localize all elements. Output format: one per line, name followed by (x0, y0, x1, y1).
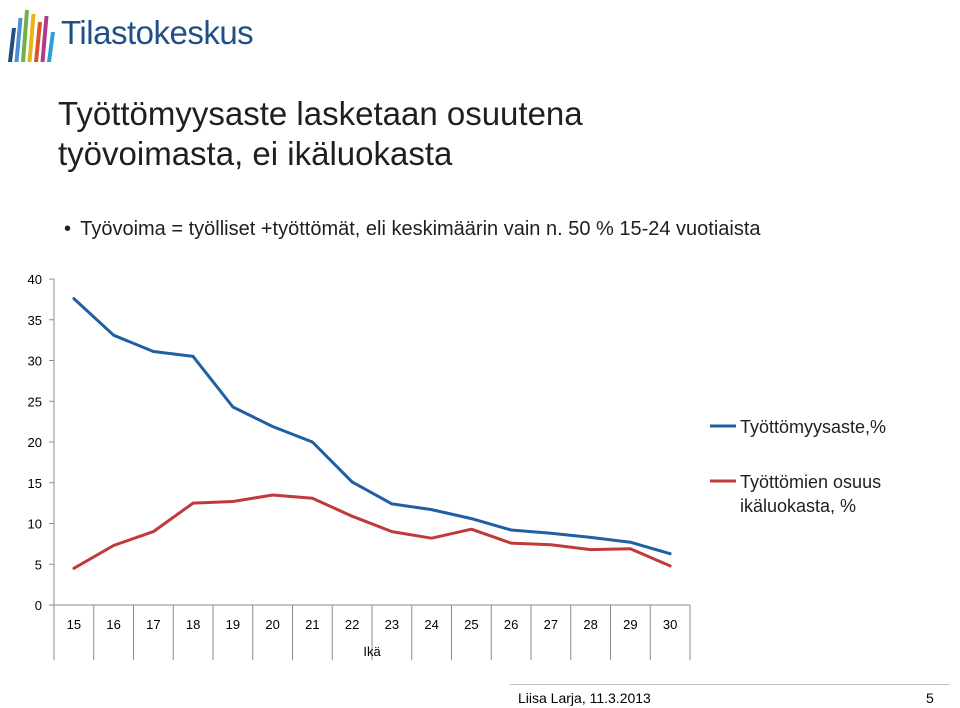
series-2-point (152, 530, 155, 533)
logo-stripe (27, 14, 36, 62)
series-1-point (589, 536, 592, 539)
title-line-1: Työttömyysaste lasketaan osuutena (58, 95, 583, 132)
x-tick-label: 26 (504, 617, 518, 632)
series-1-point (191, 355, 195, 358)
series-1-point (549, 532, 553, 535)
x-tick-label: 23 (385, 617, 399, 632)
legend-label-1: Työttömyysaste,% (740, 417, 886, 437)
footer-divider (510, 684, 950, 685)
logo-stripe (34, 22, 42, 62)
series-2-point (470, 528, 473, 531)
series-1-point (112, 334, 115, 337)
series-2-point (668, 564, 672, 568)
x-axis-label: Ikä (363, 644, 381, 659)
logo-stripe (8, 28, 16, 62)
y-tick-label: 10 (28, 517, 42, 532)
bullet-marker: • (64, 218, 72, 240)
logo-text: Tilastokeskus (61, 14, 254, 51)
series-2-point (191, 501, 195, 505)
bullet-point: • Työvoima = työlliset +työttömät, eli k… (64, 216, 864, 243)
x-tick-label: 27 (544, 617, 558, 632)
series-2-point (271, 493, 274, 497)
x-tick-label: 22 (345, 617, 359, 632)
series-1-point (311, 440, 314, 444)
y-tick-label: 40 (28, 272, 42, 287)
x-tick-label: 20 (265, 617, 279, 632)
series-2-point (629, 547, 632, 550)
x-tick-label: 19 (226, 617, 240, 632)
series-2-point (311, 497, 314, 500)
y-tick-label: 20 (28, 435, 42, 450)
y-tick-label: 30 (28, 354, 42, 369)
x-tick-label: 16 (106, 617, 120, 632)
y-tick-label: 15 (28, 476, 42, 491)
logo-stripe (21, 10, 29, 62)
series-2-point (112, 544, 115, 547)
y-tick-label: 25 (28, 394, 42, 409)
series-2-point (390, 530, 394, 533)
series-1-point (390, 502, 394, 506)
page-number: 5 (926, 690, 934, 706)
x-tick-label: 17 (146, 617, 160, 632)
series-2-point (72, 567, 76, 570)
y-tick-label: 5 (35, 557, 42, 572)
logo-stripe (47, 32, 55, 62)
y-tick-label: 35 (28, 313, 42, 328)
x-tick-label: 25 (464, 617, 478, 632)
x-tick-label: 30 (663, 617, 677, 632)
series-2-point (231, 500, 235, 503)
title-line-2: työvoimasta, ei ikäluokasta (58, 135, 453, 172)
series-line-2 (72, 493, 672, 570)
tilastokeskus-logo: Tilastokeskus (4, 4, 264, 64)
series-2-point (430, 536, 433, 540)
series-1-point (152, 350, 155, 353)
x-tick-label: 29 (623, 617, 637, 632)
x-tick-label: 28 (583, 617, 597, 632)
x-tick-label: 21 (305, 617, 319, 632)
footer-author-date: Liisa Larja, 11.3.2013 (518, 690, 651, 706)
series-line-1 (72, 297, 672, 556)
series-1-point (509, 528, 513, 532)
series-2-point (509, 541, 513, 545)
legend-label-2: Työttömien osuus ikäluokasta, % (740, 472, 881, 516)
series-1-point (72, 297, 76, 300)
series-2-point (350, 514, 354, 518)
series-1-point (470, 517, 473, 520)
y-tick-label: 0 (35, 598, 42, 613)
logo-stripe (40, 16, 49, 62)
series-1-point (629, 541, 632, 544)
series-2-point (549, 543, 553, 546)
slide-title: Työttömyysaste lasketaan osuutena työvoi… (58, 94, 918, 174)
series-2-point (589, 548, 592, 551)
bullet-text: Työvoima = työlliset +työttömät, eli kes… (80, 218, 761, 240)
series-1-point (430, 508, 433, 511)
series-1-point (350, 480, 354, 484)
logo-stripe (14, 18, 23, 62)
logo-stripes-icon (8, 10, 55, 62)
series-1-point (668, 552, 672, 555)
x-tick-label: 24 (424, 617, 438, 632)
x-tick-label: 15 (67, 617, 81, 632)
series-1-point (271, 425, 274, 428)
x-tick-label: 18 (186, 617, 200, 632)
series-1-point (231, 405, 235, 409)
